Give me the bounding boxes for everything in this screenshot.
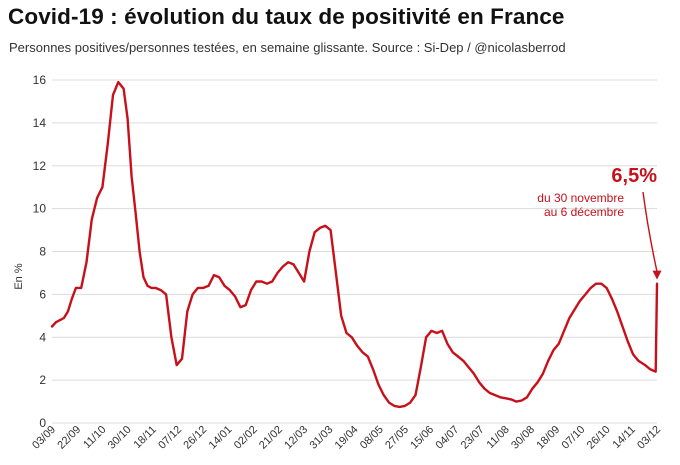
y-axis-label: En % xyxy=(13,263,25,290)
y-tick-label: 0 xyxy=(39,416,46,430)
annotation-value: 6,5% xyxy=(611,165,657,187)
x-tick-label: 19/04 xyxy=(333,424,361,452)
annotation-arrow xyxy=(642,191,658,272)
y-tick-label: 6 xyxy=(39,287,46,301)
x-tick-label: 30/08 xyxy=(509,424,537,452)
x-tick-label: 26/12 xyxy=(181,424,209,452)
y-tick-label: 14 xyxy=(33,116,47,130)
x-tick-label: 11/10 xyxy=(81,424,108,451)
x-tick-label: 30/10 xyxy=(106,424,134,452)
x-tick-label: 14/11 xyxy=(611,424,638,451)
x-tick-label: 12/03 xyxy=(282,424,310,452)
x-tick-label: 31/03 xyxy=(307,424,335,452)
gridlines xyxy=(52,79,657,424)
x-tick-label: 08/05 xyxy=(358,424,386,452)
positivity-series-line xyxy=(50,80,659,409)
y-axis-ticks: 0 2 4 6 8 10 12 14 16 xyxy=(33,73,47,430)
chart-title: Covid-19 : évolution du taux de positivi… xyxy=(8,4,565,29)
x-tick-label: 03/09 xyxy=(30,424,58,452)
y-tick-label: 10 xyxy=(33,202,47,216)
x-tick-label: 27/05 xyxy=(383,424,411,452)
x-tick-label: 02/02 xyxy=(232,424,260,452)
chart-subtitle: Personnes positives/personnes testées, e… xyxy=(9,40,566,55)
x-tick-label: 21/02 xyxy=(257,424,285,452)
x-tick-label: 23/07 xyxy=(459,424,487,452)
x-tick-label: 04/07 xyxy=(434,424,462,452)
x-tick-label: 26/10 xyxy=(585,424,613,452)
x-tick-label: 15/06 xyxy=(408,424,436,452)
y-tick-label: 12 xyxy=(33,159,47,173)
annotation-period-line1: du 30 novembre xyxy=(537,191,624,205)
x-tick-label: 07/12 xyxy=(156,424,184,452)
x-tick-label: 03/12 xyxy=(635,424,663,452)
x-tick-label: 11/08 xyxy=(484,424,511,451)
x-tick-label: 07/10 xyxy=(560,424,588,452)
y-tick-label: 4 xyxy=(39,330,46,344)
x-tick-label: 14/01 xyxy=(207,424,235,452)
y-tick-label: 2 xyxy=(39,373,46,387)
y-tick-label: 16 xyxy=(33,73,47,87)
x-tick-label: 18/09 xyxy=(534,424,562,452)
annotation-arrowhead xyxy=(652,270,662,280)
x-axis-ticks: 03/0922/0911/1030/1018/1107/1226/1214/01… xyxy=(30,424,663,452)
y-tick-label: 8 xyxy=(39,245,46,259)
annotation-period-line2: au 6 décembre xyxy=(544,205,624,219)
x-tick-label: 18/11 xyxy=(132,424,159,451)
x-tick-label: 22/09 xyxy=(55,424,83,452)
